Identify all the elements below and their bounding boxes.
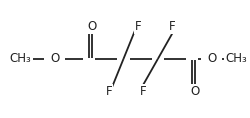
Text: F: F: [140, 85, 146, 98]
Text: O: O: [87, 20, 96, 33]
Text: F: F: [169, 20, 176, 33]
Text: O: O: [190, 85, 199, 98]
Text: CH₃: CH₃: [226, 53, 247, 65]
Text: O: O: [207, 53, 216, 65]
Text: F: F: [135, 20, 141, 33]
Text: F: F: [106, 85, 112, 98]
Text: CH₃: CH₃: [10, 53, 31, 65]
Text: O: O: [50, 53, 59, 65]
